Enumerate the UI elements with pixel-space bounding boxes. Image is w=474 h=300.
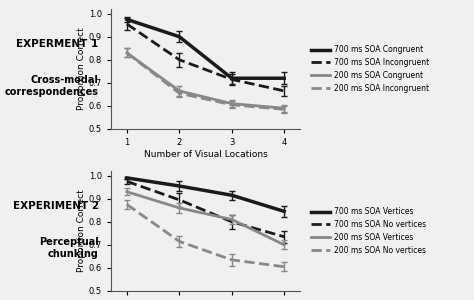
Text: EXPERMENT 1: EXPERMENT 1 [17, 39, 99, 49]
Legend: 700 ms SOA Vertices, 700 ms SOA No vertices, 200 ms SOA Vertices, 200 ms SOA No : 700 ms SOA Vertices, 700 ms SOA No verti… [311, 207, 426, 255]
Y-axis label: Proportion Correct: Proportion Correct [77, 190, 86, 272]
Text: EXPERIMENT 2: EXPERIMENT 2 [13, 201, 99, 211]
Text: Perceptual
chunking: Perceptual chunking [39, 237, 99, 259]
X-axis label: Number of Visual Locations: Number of Visual Locations [144, 150, 267, 159]
Text: Cross-modal
correspondences: Cross-modal correspondences [5, 75, 99, 97]
Y-axis label: Proportion Correct: Proportion Correct [77, 28, 86, 110]
Legend: 700 ms SOA Congruent, 700 ms SOA Incongruent, 200 ms SOA Congruent, 200 ms SOA I: 700 ms SOA Congruent, 700 ms SOA Incongr… [311, 45, 429, 93]
